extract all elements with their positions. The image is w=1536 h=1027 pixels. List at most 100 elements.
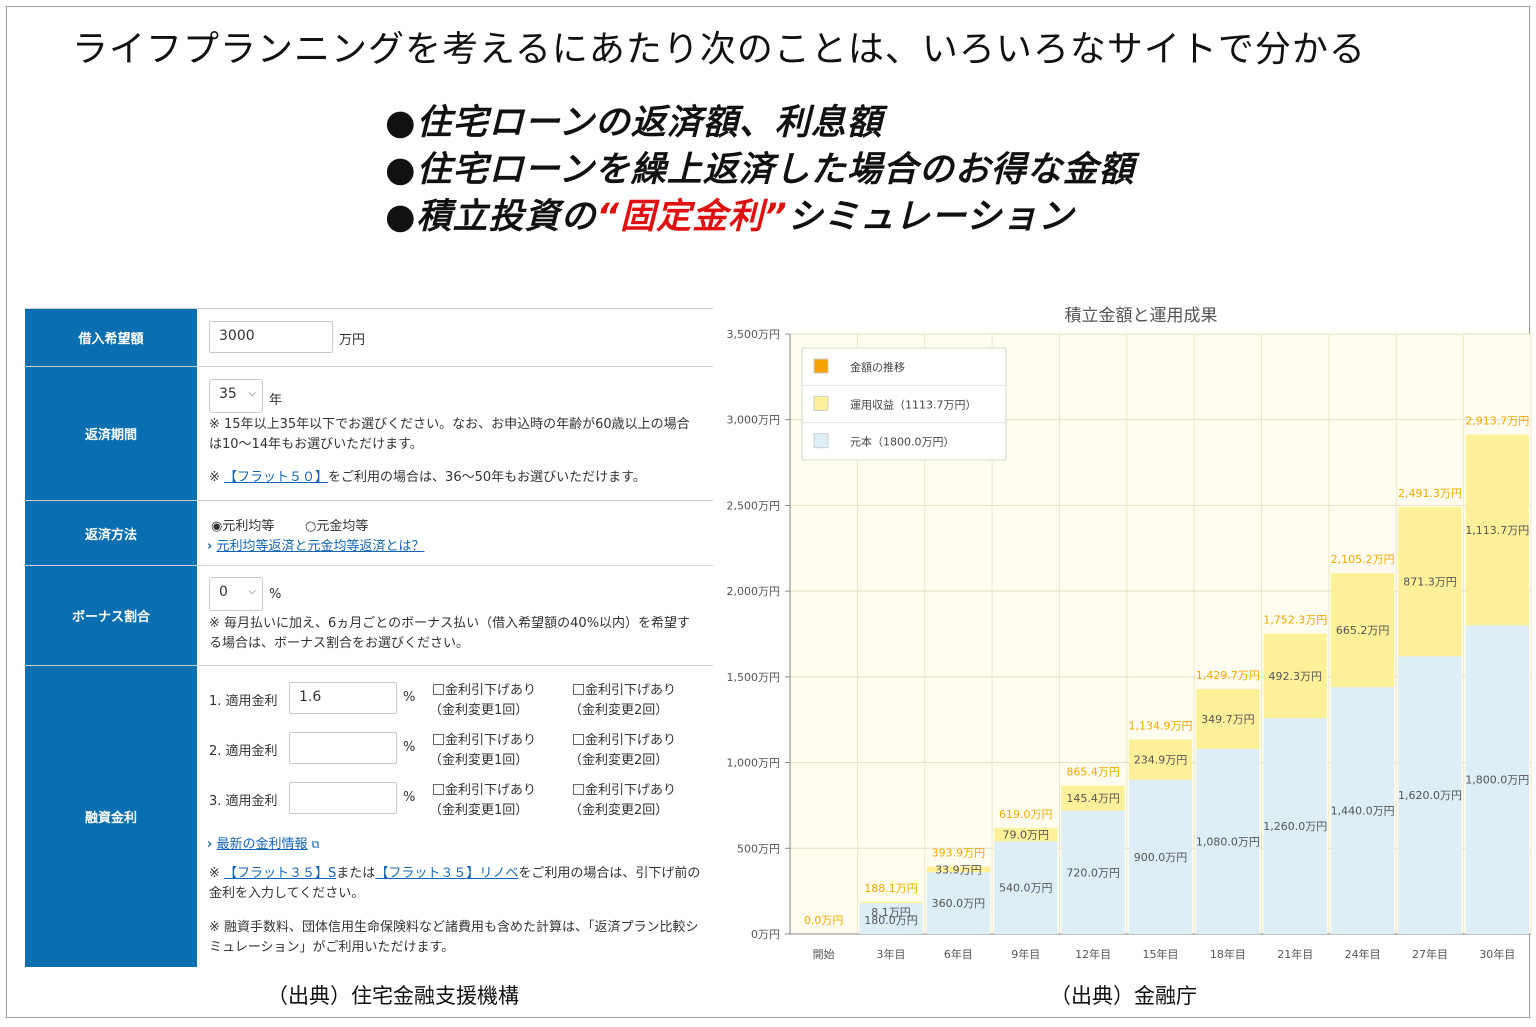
rate-1-input[interactable]: 1.6 (289, 682, 397, 714)
chart-svg: 0万円 500万円 1,000万円 1,500万円 2,000万円 2,500万円 3,00… (727, 306, 1532, 961)
period-note: ※ 15年以上35年以下でお選びください。なお、お申込時の年齢が60歳以上の場合… (209, 417, 690, 452)
y-tick-label: 2,500万円 (727, 499, 781, 512)
row-rate: 融資金利 1. 適用金利 1.6 % 金利引下げあり （金利変更1回） 金利引下… (25, 666, 713, 967)
bar-gain (1263, 633, 1327, 718)
rate-3-check-1[interactable]: 金利引下げあり (433, 779, 536, 798)
bonus-unit: % (269, 587, 282, 602)
legend-label: 元本（1800.0万円） (850, 435, 955, 449)
bar-gain (1061, 785, 1125, 811)
loan-amount-input[interactable]: 3000 (209, 321, 333, 353)
checkbox[interactable] (573, 784, 584, 795)
bullet-prepayment: ●住宅ローンを繰上返済した場合のお得な金額 (385, 150, 1135, 190)
gain-label: 234.9万円 (1134, 754, 1188, 767)
x-tick-label: 18年目 (1210, 947, 1246, 961)
x-tick-label: 6年目 (944, 947, 973, 961)
gain-label: 349.7万円 (1201, 713, 1255, 726)
rate-3-check-2[interactable]: 金利引下げあり (573, 779, 676, 798)
rate-2-input[interactable] (289, 732, 397, 764)
period-note2-suffix: をご利用の場合は、36～50年もお選びいただけます。 (328, 470, 646, 485)
flat50-link[interactable]: 【フラット５０】 (224, 470, 329, 485)
bar-gain (1398, 506, 1462, 657)
total-label: 0.0万円 (804, 914, 844, 927)
gain-label: 8.1万円 (871, 906, 911, 919)
caption-right: （出典）金融庁 (1050, 984, 1197, 1008)
rate-3-label: 3. 適用金利 (209, 794, 278, 809)
principal-label: 1,620.0万円 (1398, 789, 1462, 802)
principal-label: 180.0万円 (864, 914, 918, 927)
rate-note1-mid: または (336, 866, 376, 881)
legend-swatch (813, 433, 829, 449)
bar-principal (1398, 656, 1462, 934)
bullet-loan-payment: ●住宅ローンの返済額、利息額 (385, 103, 883, 143)
checkbox[interactable] (433, 684, 444, 695)
y-tick-label: 1,500万円 (727, 671, 781, 684)
rate-2-check-2[interactable]: 金利引下げあり (573, 729, 676, 748)
period-select[interactable]: 35 ⌵ (209, 379, 263, 413)
y-tick-label: 2,000万円 (727, 585, 781, 598)
bar-gain (926, 866, 991, 873)
checkbox[interactable] (573, 734, 584, 745)
bar-gain (1196, 688, 1260, 749)
y-tick-label: 500万円 (737, 842, 780, 855)
checkbox[interactable] (433, 734, 444, 745)
rate-3-input[interactable] (289, 782, 397, 814)
total-label: 1,752.3万円 (1263, 614, 1327, 627)
rate-2-check-2-sub: （金利変更2回） (569, 753, 669, 768)
bar-principal (1128, 779, 1193, 934)
legend-label: 運用収益（1113.7万円） (850, 397, 977, 411)
checkbox[interactable] (573, 684, 584, 695)
latest-rate-link[interactable]: 最新の金利情報 (216, 837, 308, 852)
rate-note-flat35: ※ 【フラット３５】Sまたは【フラット３５】リノベをご利用の場合は、引下げ前の金… (209, 864, 701, 904)
rate-1-check-1[interactable]: 金利引下げあり (433, 679, 536, 698)
gain-label: 1,113.7万円 (1465, 524, 1529, 537)
flat35-renove-link[interactable]: 【フラット３５】リノベ (375, 866, 519, 881)
total-label: 2,105.2万円 (1331, 553, 1395, 566)
rate-2-check-1-sub: （金利変更1回） (429, 753, 529, 768)
bar-gain (1465, 434, 1529, 626)
rate-1-check-2[interactable]: 金利引下げあり (573, 679, 676, 698)
chevron-down-icon: ⌵ (248, 388, 256, 399)
latest-rate-link-row: › 最新の金利情報 ⧉ (207, 833, 320, 852)
check-label: 金利引下げあり (445, 683, 537, 698)
rate-2-check-1[interactable]: 金利引下げあり (433, 729, 536, 748)
bar-principal (1196, 748, 1260, 934)
x-tick-label: 9年目 (1011, 947, 1040, 961)
bullet-investment-suffix: シミュレーション (787, 197, 1075, 237)
chevron-right-icon: › (207, 539, 213, 554)
gain-label: 79.0万円 (1003, 829, 1050, 842)
x-tick-label: 開始 (813, 947, 835, 961)
principal-label: 360.0万円 (932, 897, 986, 910)
loan-simulation-form: 借入希望額 3000 万円 返済期間 35 ⌵ 年 ※ 15年以上35年以下でお選… (25, 308, 713, 967)
radio-equal-principal[interactable]: ○元金均等 (305, 519, 369, 534)
bullet-list: ●住宅ローンの返済額、利息額 ●住宅ローンを繰上返済した場合のお得な金額 ●積立… (385, 100, 1135, 241)
total-label: 1,134.9万円 (1129, 719, 1193, 732)
chevron-down-icon: ⌵ (248, 586, 256, 597)
y-tick-label: 0万円 (751, 928, 780, 941)
radio-equal-payment[interactable]: ◉元利均等 (211, 519, 275, 534)
method-info-link-row: › 元利均等返済と元金均等返済とは？ (207, 535, 425, 554)
x-tick-label: 30年目 (1479, 947, 1515, 961)
total-label: 188.1万円 (864, 882, 918, 895)
headline: ライフプランニングを考えるにあたり次のことは、いろいろなサイトで分かる (72, 29, 1366, 70)
period-unit: 年 (269, 393, 283, 408)
principal-label: 720.0万円 (1066, 866, 1120, 879)
period-note2-prefix: ※ (209, 470, 225, 485)
legend-swatch (813, 395, 829, 411)
rate-1-label: 1. 適用金利 (209, 694, 278, 709)
x-tick-label: 15年目 (1143, 947, 1179, 961)
method-info-link[interactable]: 元利均等返済と元金均等返済とは？ (216, 539, 425, 554)
external-link-icon: ⧉ (311, 838, 320, 851)
rate-label: 融資金利 (25, 666, 197, 967)
principal-label: 900.0万円 (1134, 851, 1188, 864)
bar-principal (1330, 687, 1395, 934)
bonus-select[interactable]: 0 ⌵ (209, 577, 263, 611)
total-label: 2,913.7万円 (1465, 415, 1529, 428)
gain-label: 492.3万円 (1268, 670, 1322, 683)
bar-principal (1465, 625, 1529, 934)
bar-principal (926, 872, 991, 934)
checkbox[interactable] (433, 784, 444, 795)
x-tick-label: 24年目 (1345, 947, 1381, 961)
caption-left: （出典）住宅金融支援機構 (267, 984, 519, 1008)
chart-title: 積立金額と運用成果 (1065, 306, 1218, 326)
flat35s-link[interactable]: 【フラット３５】S (224, 866, 337, 881)
